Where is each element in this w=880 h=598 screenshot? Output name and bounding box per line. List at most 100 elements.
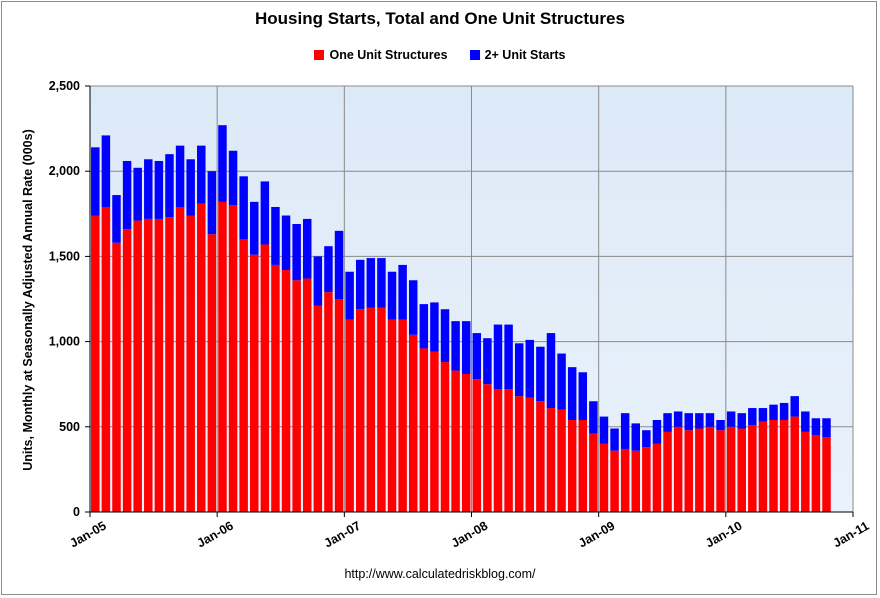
bar-two-plus [525, 339, 535, 398]
bar-two-plus [801, 411, 810, 432]
bar-one-unit [737, 428, 746, 512]
bar-two-plus [408, 280, 418, 335]
bar-one-unit [567, 419, 577, 512]
bar-one-unit [260, 244, 270, 513]
bar-two-plus [779, 402, 789, 420]
bar-two-plus [652, 419, 662, 444]
bar-one-unit [292, 280, 301, 512]
bar-two-plus [504, 324, 513, 390]
bar-one-unit [91, 215, 100, 512]
bar-one-unit [334, 299, 344, 512]
x-tick-label: Jan-07 [322, 519, 363, 551]
bar-two-plus [440, 309, 450, 363]
bar-two-plus [271, 206, 280, 265]
bar-one-unit [599, 443, 609, 512]
bar-one-unit [207, 234, 217, 513]
bar-two-plus [737, 413, 746, 429]
bar-two-plus [599, 416, 609, 444]
bar-one-unit [377, 307, 386, 512]
bar-one-unit [557, 409, 566, 512]
bar-two-plus [631, 423, 640, 451]
bar-one-unit [451, 370, 460, 512]
bar-one-unit [493, 389, 503, 512]
bar-two-plus [101, 135, 111, 207]
bar-two-plus [663, 413, 672, 432]
bar-one-unit [345, 319, 354, 512]
bar-one-unit [101, 206, 111, 512]
bar-one-unit [525, 397, 535, 512]
bar-two-plus [377, 258, 386, 308]
bar-one-unit [748, 425, 757, 512]
bar-one-unit [504, 389, 513, 512]
y-tick-label: 1,000 [49, 335, 80, 349]
bar-two-plus [673, 411, 683, 427]
bar-one-unit [133, 220, 142, 512]
bar-one-unit [408, 334, 418, 512]
bar-one-unit [281, 270, 291, 512]
bar-two-plus [483, 338, 492, 385]
bar-one-unit [355, 309, 365, 512]
bar-one-unit [197, 203, 206, 513]
bar-one-unit [801, 431, 810, 512]
bar-two-plus [748, 408, 757, 426]
bar-two-plus [546, 333, 556, 409]
bar-one-unit [642, 447, 651, 512]
bar-one-unit [726, 426, 736, 512]
bar-two-plus [355, 259, 365, 310]
bar-one-unit [186, 215, 195, 512]
y-tick-label: 2,000 [49, 164, 80, 178]
x-tick-label: Jan-06 [195, 519, 236, 551]
bar-one-unit [218, 201, 227, 512]
bar-two-plus [133, 167, 142, 221]
bar-one-unit [790, 416, 799, 512]
bar-two-plus [228, 150, 238, 206]
source-url: http://www.calculatedriskblog.com/ [344, 567, 536, 581]
legend-item-one-unit: One Unit Structures [314, 48, 448, 62]
x-tick-label: Jan-09 [576, 519, 617, 551]
bar-one-unit [154, 218, 164, 513]
x-tick-label: Jan-05 [67, 519, 108, 551]
bar-two-plus [292, 224, 301, 281]
chart-legend: One Unit Structures 2+ Unit Starts [0, 48, 880, 62]
bar-two-plus [610, 428, 619, 451]
legend-item-two-plus: 2+ Unit Starts [469, 48, 566, 62]
bar-one-unit [578, 419, 588, 512]
bar-two-plus [684, 413, 693, 431]
bar-one-unit [663, 431, 672, 512]
bar-two-plus [461, 321, 471, 374]
bar-one-unit [684, 430, 693, 512]
y-tick-label: 500 [59, 420, 80, 434]
bar-one-unit [822, 437, 831, 512]
bar-one-unit [514, 396, 524, 512]
bar-one-unit [419, 348, 429, 512]
bar-two-plus [642, 430, 651, 448]
bar-one-unit [461, 373, 471, 512]
bar-two-plus [758, 408, 768, 422]
legend-swatch-two-plus [469, 50, 480, 60]
bar-one-unit [175, 206, 185, 512]
bar-two-plus [589, 401, 598, 434]
bar-two-plus [695, 413, 704, 429]
bar-two-plus [260, 181, 270, 245]
bar-two-plus [716, 419, 725, 431]
bar-two-plus [514, 343, 524, 397]
bar-one-unit [228, 205, 238, 512]
x-tick-label: Jan-10 [703, 519, 744, 551]
bar-two-plus [366, 258, 376, 308]
bar-one-unit [144, 218, 153, 513]
bar-one-unit [769, 419, 778, 512]
bar-two-plus [705, 413, 715, 427]
y-tick-label: 1,500 [49, 249, 80, 263]
bar-two-plus [207, 171, 217, 235]
bar-one-unit [673, 426, 683, 512]
bar-one-unit [165, 217, 174, 512]
bar-one-unit [631, 450, 640, 512]
bar-two-plus [536, 346, 545, 402]
bar-one-unit [112, 242, 121, 512]
bar-two-plus [197, 145, 206, 204]
bar-two-plus [398, 264, 407, 320]
bar-one-unit [546, 408, 556, 512]
bar-two-plus [493, 324, 503, 390]
bar-one-unit [779, 419, 789, 512]
